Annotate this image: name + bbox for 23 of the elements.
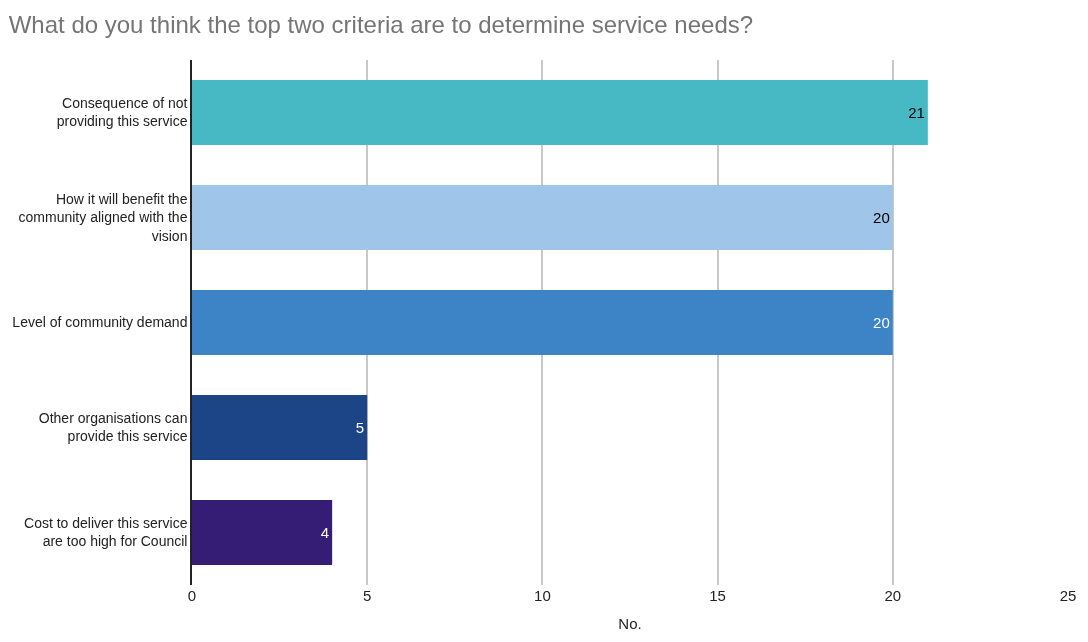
bar xyxy=(192,289,893,356)
bar xyxy=(192,79,928,146)
x-tick-label: 10 xyxy=(534,587,551,604)
data-label: 21 xyxy=(908,104,925,121)
data-label: 4 xyxy=(320,524,330,541)
bar xyxy=(192,394,368,461)
data-label: 20 xyxy=(873,209,890,226)
x-tick-label: 25 xyxy=(1059,587,1077,604)
y-tick-label: Other organisations can provide this service xyxy=(38,410,188,445)
y-tick-label: Level of community demand xyxy=(12,314,188,331)
bar xyxy=(192,184,893,251)
x-tick-label: 15 xyxy=(709,587,726,604)
x-tick-label: 0 xyxy=(187,587,197,604)
data-label: 20 xyxy=(873,314,890,331)
x-tick-label: 5 xyxy=(363,587,372,604)
bar xyxy=(192,499,333,566)
y-tick-label: How it will benefit the community aligned with the vision xyxy=(18,191,188,244)
y-tick-label: Consequence of not providing this service xyxy=(56,95,188,130)
chart-title: What do you think the top two criteria are to determine service needs? xyxy=(8,10,754,38)
x-axis-title: No. xyxy=(618,615,642,632)
data-label: 5 xyxy=(355,419,365,436)
x-tick-label: 20 xyxy=(884,587,902,604)
y-tick-label: Cost to deliver this service are too high for Council xyxy=(24,515,188,550)
